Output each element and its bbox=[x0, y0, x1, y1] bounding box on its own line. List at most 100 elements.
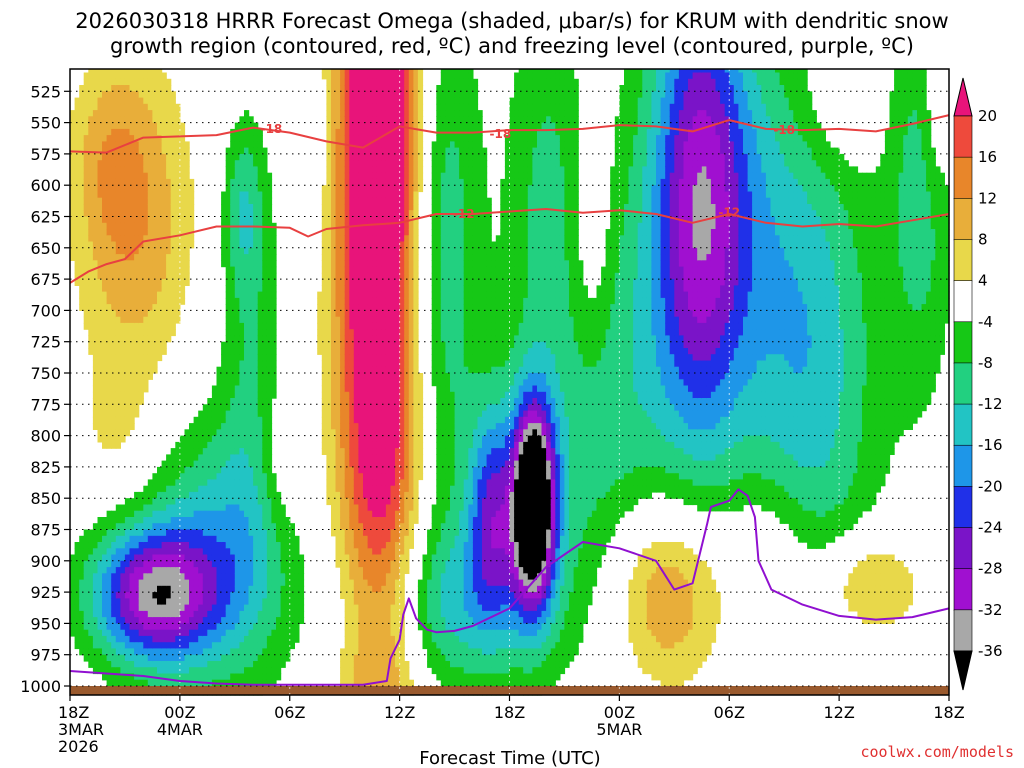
omega-cell bbox=[138, 235, 144, 243]
omega-cell bbox=[120, 322, 126, 330]
omega-cell bbox=[161, 610, 167, 618]
omega-cell bbox=[161, 153, 167, 161]
omega-cell bbox=[367, 661, 373, 668]
omega-cell bbox=[335, 360, 341, 368]
omega-cell bbox=[184, 254, 190, 261]
omega-cell bbox=[340, 385, 346, 393]
omega-cell bbox=[152, 491, 158, 499]
omega-cell bbox=[216, 416, 222, 424]
omega-cell bbox=[262, 567, 268, 574]
omega-cell bbox=[262, 654, 268, 662]
omega-cell bbox=[138, 254, 144, 261]
omega-cell bbox=[257, 429, 263, 437]
omega-cell bbox=[134, 567, 140, 574]
omega-cell bbox=[385, 235, 392, 243]
omega-cell bbox=[92, 216, 99, 224]
omega-cell bbox=[152, 623, 158, 631]
omega-cell bbox=[157, 654, 163, 662]
omega-cell bbox=[106, 429, 112, 437]
omega-cell bbox=[97, 141, 103, 149]
omega-cell bbox=[331, 304, 337, 311]
omega-cell bbox=[326, 266, 332, 274]
omega-cell bbox=[262, 454, 268, 462]
omega-cell bbox=[358, 122, 364, 130]
omega-cell bbox=[344, 341, 350, 349]
omega-cell bbox=[344, 247, 350, 255]
omega-cell bbox=[244, 197, 250, 205]
omega-cell bbox=[353, 135, 359, 142]
omega-cell bbox=[211, 448, 218, 455]
omega-cell bbox=[376, 160, 382, 168]
omega-cell bbox=[248, 241, 254, 249]
omega-cell bbox=[106, 316, 112, 324]
omega-cell bbox=[102, 423, 108, 430]
omega-cell bbox=[248, 510, 254, 518]
omega-cell bbox=[266, 529, 273, 537]
omega-cell bbox=[179, 604, 186, 612]
omega-cell bbox=[166, 667, 172, 675]
omega-cell bbox=[170, 560, 176, 568]
omega-cell bbox=[83, 160, 89, 168]
omega-cell bbox=[353, 441, 359, 449]
omega-cell bbox=[381, 335, 387, 343]
omega-cell bbox=[147, 485, 153, 493]
omega-cell bbox=[179, 122, 186, 130]
omega-cell bbox=[385, 623, 392, 631]
omega-cell bbox=[70, 110, 76, 117]
omega-cell bbox=[271, 498, 277, 506]
omega-cell bbox=[381, 366, 387, 374]
omega-cell bbox=[106, 592, 112, 599]
omega-cell bbox=[225, 322, 231, 330]
omega-cell bbox=[138, 648, 144, 656]
omega-cell bbox=[120, 222, 126, 230]
omega-cell bbox=[262, 285, 268, 293]
omega-cell bbox=[129, 617, 135, 624]
omega-cell bbox=[335, 316, 341, 324]
omega-cell bbox=[285, 554, 291, 562]
omega-cell bbox=[92, 266, 99, 274]
omega-cell bbox=[289, 535, 295, 543]
omega-cell bbox=[134, 235, 140, 243]
omega-cell bbox=[349, 191, 355, 199]
omega-cell bbox=[175, 610, 181, 618]
omega-cell bbox=[335, 69, 341, 74]
omega-cell bbox=[211, 385, 218, 393]
omega-cell bbox=[143, 85, 149, 92]
omega-cell bbox=[221, 485, 227, 493]
omega-cell bbox=[161, 191, 167, 199]
omega-cell bbox=[134, 254, 140, 261]
omega-cell bbox=[335, 291, 341, 299]
omega-cell bbox=[184, 222, 190, 230]
omega-cell bbox=[266, 216, 273, 224]
omega-cell bbox=[143, 560, 149, 568]
omega-cell bbox=[381, 204, 387, 211]
omega-cell bbox=[179, 297, 186, 305]
omega-cell bbox=[193, 429, 199, 437]
omega-cell bbox=[166, 560, 172, 568]
omega-cell bbox=[234, 479, 240, 487]
omega-cell bbox=[358, 366, 364, 374]
omega-cell bbox=[124, 391, 131, 399]
omega-cell bbox=[335, 517, 341, 524]
omega-cell bbox=[372, 316, 378, 324]
omega-cell bbox=[157, 254, 163, 261]
omega-cell bbox=[124, 517, 131, 524]
omega-cell bbox=[74, 579, 80, 587]
omega-cell bbox=[143, 110, 149, 117]
omega-cell bbox=[193, 554, 199, 562]
omega-cell bbox=[157, 673, 163, 681]
omega-cell bbox=[253, 673, 259, 681]
omega-cell bbox=[115, 642, 121, 650]
omega-cell bbox=[143, 679, 149, 687]
omega-cell bbox=[253, 448, 259, 455]
omega-cell bbox=[88, 623, 94, 631]
omega-cell bbox=[88, 241, 94, 249]
omega-cell bbox=[344, 166, 350, 174]
omega-cell bbox=[198, 623, 204, 631]
omega-cell bbox=[376, 673, 382, 681]
omega-cell bbox=[276, 498, 282, 506]
omega-cell bbox=[106, 247, 112, 255]
omega-cell bbox=[147, 667, 153, 675]
omega-cell bbox=[120, 128, 126, 136]
omega-cell bbox=[138, 166, 144, 174]
